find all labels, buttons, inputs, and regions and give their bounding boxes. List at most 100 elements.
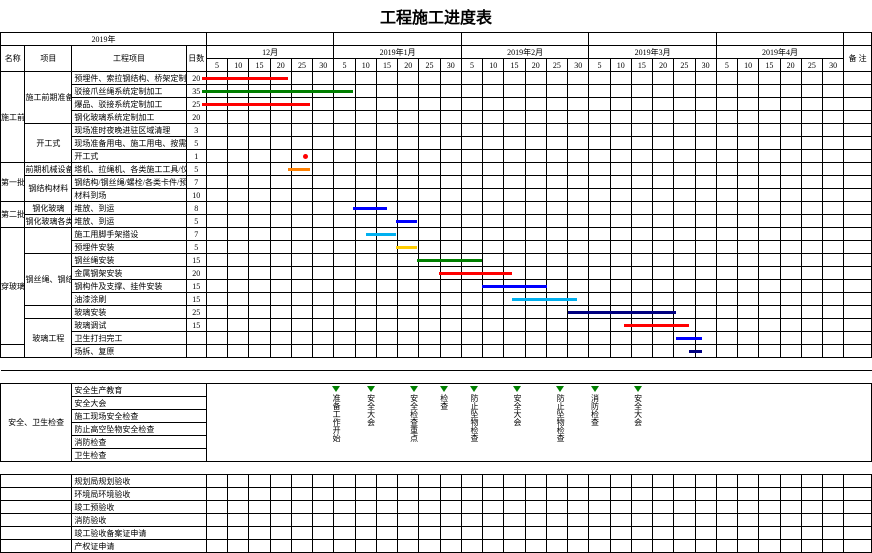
day-tick: 15 [759,59,780,72]
left-col-3: 日数 [186,46,206,72]
safety-row: 安全大会 [72,397,207,410]
task-name: 爆品、驳接系统定制加工 [72,98,186,111]
subgroup-label: 钢化玻璃 [25,202,72,215]
task-days: 5 [186,163,206,176]
task-name: 塔机、拉绳机、各类施工工具/仪器 [72,163,186,176]
task-days: 15 [186,319,206,332]
day-tick: 25 [546,59,567,72]
footer-row: 竣工预验收 [72,501,207,514]
footer-row: 产权证申请 [72,540,207,553]
task-days: 25 [186,98,206,111]
safety-marker [410,386,418,392]
phase-label: 第二批材料到实期 [1,202,25,228]
task-name: 预埋件安装 [72,241,186,254]
safety-marker [470,386,478,392]
task-days: 1 [186,150,206,163]
task-name: 堆放、到运 [72,202,186,215]
task-name: 钢丝绳安装 [72,254,186,267]
task-days: 5 [186,215,206,228]
day-tick: 25 [419,59,440,72]
day-tick: 5 [461,59,482,72]
safety-marker [513,386,521,392]
month-4: 2019年4月 [716,46,843,59]
subgroup-label: 玻璃工程 [25,319,72,358]
day-tick: 5 [206,59,227,72]
task-name: 钢构件及支撑、挂件安装 [72,280,186,293]
safety-vlabel: 检查 [439,394,450,410]
subgroup-label: 施工前期准备 [25,72,72,124]
task-days: 15 [186,254,206,267]
task-name: 金属钢架安装 [72,267,186,280]
subgroup-label: 开工式 [25,124,72,163]
day-tick: 10 [483,59,504,72]
safety-vlabel: 消防检查 [590,394,601,426]
task-name: 玻璃调试 [72,319,186,332]
task-name: 卫生打扫完工 [72,332,186,345]
safety-header: 安全、卫生检查 [1,384,72,462]
safety-vlabel: 防止坠物检查 [555,394,566,442]
safety-marker [440,386,448,392]
subgroup-label [25,306,72,319]
day-tick: 15 [504,59,525,72]
task-name: 现场准时夜晚进驻区域清理 [72,124,186,137]
gantt-table: 2019年名称项目工程项目日数12月2019年1月2019年2月2019年3月2… [0,32,872,553]
safety-vlabel: 安全大会 [366,394,377,426]
task-days: 20 [186,111,206,124]
safety-marker [367,386,375,392]
task-days: 35 [186,85,206,98]
day-tick: 5 [334,59,355,72]
phase-label: 施工前期 [1,72,25,163]
day-tick: 25 [674,59,695,72]
day-tick: 10 [228,59,249,72]
footer-row: 竣工验收备案证申请 [72,527,207,540]
remark-header: 备 注 [844,46,872,72]
subgroup-label: 前期机械设备 [25,163,72,176]
task-days: 15 [186,280,206,293]
task-days: 5 [186,137,206,150]
day-tick: 10 [738,59,759,72]
day-tick: 30 [568,59,589,72]
task-days: 7 [186,228,206,241]
task-name: 玻璃安装 [72,306,186,319]
task-days: 3 [186,124,206,137]
day-tick: 20 [525,59,546,72]
task-days: 5 [186,241,206,254]
day-tick: 5 [716,59,737,72]
safety-marker [634,386,642,392]
left-col-1: 项目 [25,46,72,72]
footer-row: 消防验收 [72,514,207,527]
day-tick: 30 [440,59,461,72]
day-tick: 30 [695,59,716,72]
safety-vlabel: 准备工作开始 [331,394,342,442]
footer-row: 规划局规划验收 [72,475,207,488]
safety-row: 施工现场安全检查 [72,410,207,423]
safety-row: 安全生产教育 [72,384,207,397]
subgroup-label: 钢结构材料 [25,176,72,202]
chart-title: 工程施工进度表 [0,0,872,32]
task-days: 15 [186,293,206,306]
task-days: 20 [186,72,206,85]
day-tick: 25 [291,59,312,72]
task-name: 油漆涂刷 [72,293,186,306]
day-tick: 15 [376,59,397,72]
task-name: 开工式 [72,150,186,163]
safety-vlabel: 防止坠物检查 [469,394,480,442]
safety-vlabel: 安全检查重点 [409,394,420,442]
day-tick: 20 [270,59,291,72]
month-3: 2019年3月 [589,46,716,59]
day-tick: 25 [801,59,822,72]
task-name: 驳接爪丝绳系统定制加工 [72,85,186,98]
safety-row: 卫生检查 [72,449,207,462]
safety-row: 消防检查 [72,436,207,449]
day-tick: 15 [631,59,652,72]
day-tick: 10 [610,59,631,72]
day-tick: 15 [249,59,270,72]
year-cell: 2019年 [1,33,207,46]
day-tick: 30 [313,59,334,72]
task-days: 8 [186,202,206,215]
subgroup-label [25,228,72,254]
task-name: 堆放、到运 [72,215,186,228]
subgroup-label: 钢丝绳、钢结构工程 [25,254,72,306]
task-name: 场拆、复原 [72,345,186,358]
phase-label: 穿玻璃摸建 [1,228,25,345]
